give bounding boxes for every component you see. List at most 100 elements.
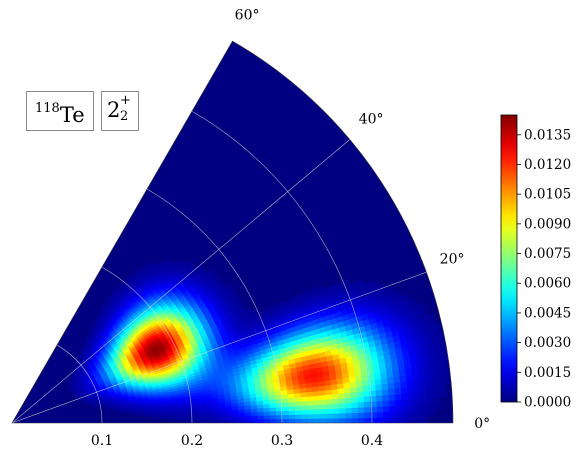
colorbar-tick-label: 0.0045 [524,305,571,321]
heat-cell [350,396,359,403]
heat-cell [395,399,403,407]
heat-cell [257,415,265,420]
angular-tick-label: 40° [359,111,384,127]
heat-cell [157,260,165,269]
heat-cell [381,388,390,396]
heat-cell [408,298,418,307]
heat-cell [332,402,340,409]
heat-cell [426,313,435,322]
heat-cell [433,396,441,405]
heat-cell [332,398,340,405]
state-label: 2 +2 [101,91,139,131]
heat-cell [295,413,303,420]
heat-cell [364,411,372,419]
heat-cell [351,417,359,423]
heat-cell [345,407,353,414]
heat-cell [363,401,372,408]
heat-cell [238,415,246,420]
heat-cell [420,391,428,399]
heat-cell [307,409,315,415]
heat-cell [420,403,429,412]
heat-cell [432,390,441,399]
heat-cell [206,419,215,423]
heat-cell [301,418,309,423]
heat-cell [375,389,384,397]
colorbar-tick-label: 0.0000 [524,395,571,411]
colorbar-tick-label: 0.0120 [524,157,571,173]
heat-cell [301,409,309,415]
heat-cell [402,410,410,418]
heat-cell [314,417,322,423]
colorbar-gradient [500,114,518,403]
heat-cell [345,417,353,423]
heat-cell [182,259,191,268]
heat-cell [389,411,397,418]
heat-cell [345,412,353,419]
heat-cell [148,261,156,269]
heat-cell [407,392,415,400]
heat-cell [369,279,379,289]
heat-cell [316,284,326,293]
heat-cell [401,392,409,400]
heat-cell [269,418,278,423]
heat-cell [382,394,390,402]
heat-cell [269,410,277,416]
radial-tick-label: 0.1 [91,433,113,449]
colorbar-tick-label: 0.0075 [524,246,571,262]
heatmap-sector [12,41,453,423]
heat-cell [408,404,416,412]
heat-cell [344,402,353,409]
heat-cell [338,397,346,404]
heat-cell [427,409,435,418]
heat-cell [344,397,353,404]
heat-cell [307,418,315,423]
heat-cell [332,417,341,423]
heat-cell [395,416,404,423]
heat-cell [407,398,416,406]
colorbar-tick-label: 0.0030 [524,335,571,351]
element-symbol: Te [59,103,85,127]
heat-cell [257,418,265,423]
heat-cell [307,413,315,419]
heat-cell [438,383,446,392]
heat-cell [223,283,233,291]
heat-cell [326,403,334,410]
state-spin: 2 [107,98,121,122]
radial-grid-arc [101,266,193,423]
heat-cell [238,419,246,423]
heat-cell [338,402,347,409]
heat-cell [363,395,371,403]
heat-cell [358,412,366,419]
heat-cell [383,405,391,413]
heat-cell [339,417,347,423]
heat-cell [408,416,416,423]
radial-tick-label: 0.3 [271,433,293,449]
heat-cell [425,384,434,393]
heat-cell [232,419,240,423]
heat-cell [263,414,271,420]
heat-cell [288,418,296,423]
heat-cell [135,266,143,275]
heat-cell [376,405,384,413]
state-parity: + [120,93,131,108]
nucleus-label: 118Te [26,91,94,131]
heat-cell [200,419,208,423]
heat-cell [282,418,290,423]
heat-cell [173,258,182,267]
heat-cell [443,369,452,378]
heat-cell [401,398,409,406]
heat-cell [382,399,391,407]
heat-cell [355,279,365,288]
heat-cell [427,403,435,411]
heat-cell [351,401,359,409]
radial-grid-arc [56,344,103,423]
heat-cell [419,385,428,393]
heat-cell [389,416,397,423]
heat-cell [425,378,433,387]
heat-cell [244,415,252,420]
heat-cell [357,401,365,408]
heat-cell [389,405,397,413]
radial-grid-arc [191,110,373,423]
density-cells [67,258,452,423]
